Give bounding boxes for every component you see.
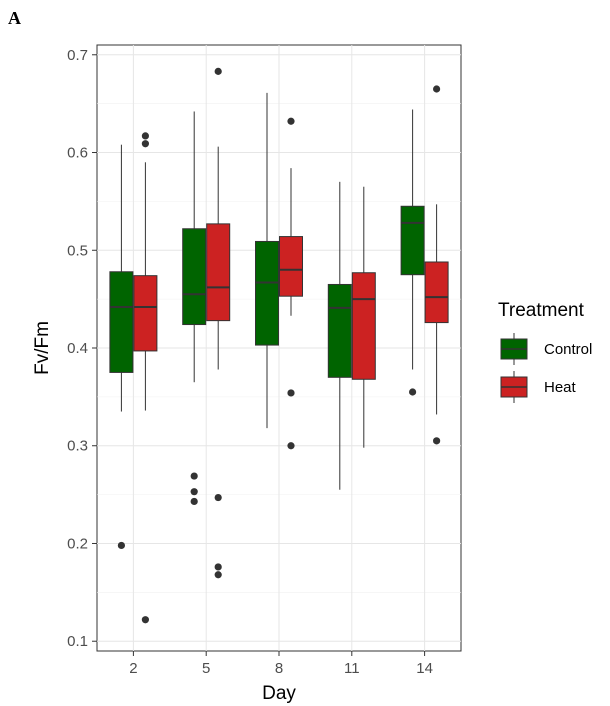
y-tick-label: 0.7 [67, 47, 88, 64]
legend-label: Heat [544, 379, 577, 396]
box-body [424, 261, 449, 324]
box-heat-day-2 [133, 132, 158, 624]
outlier-point [409, 388, 417, 396]
box-control-day-2 [109, 144, 134, 550]
y-tick-label: 0.3 [67, 438, 88, 455]
x-axis-title: Day [262, 683, 296, 704]
y-axis: 0.1 0.2 0.3 0.4 0.5 0.6 0.7 [67, 47, 97, 650]
legend-item-control: Control [500, 333, 592, 365]
outlier-point [190, 472, 198, 480]
box-control-day-11 [327, 181, 352, 490]
outlier-point [190, 488, 198, 496]
outlier-point [214, 571, 222, 579]
grid-lines [97, 45, 461, 651]
y-tick-label: 0.2 [67, 535, 88, 552]
outlier-point [190, 497, 198, 506]
outlier-point [141, 616, 149, 624]
x-axis: 2 5 8 11 14 [129, 651, 433, 677]
outlier-point [287, 117, 295, 125]
box-body [400, 205, 425, 276]
outlier-point [433, 85, 441, 93]
x-tick-label: 8 [275, 660, 283, 677]
y-axis-title: Fv/Fm [32, 321, 53, 375]
box-body [133, 275, 158, 352]
outlier-point [141, 132, 149, 140]
outlier-point [141, 140, 149, 148]
box-body [255, 240, 279, 346]
y-tick-label: 0.4 [67, 340, 88, 357]
box-control-day-8 [255, 92, 279, 429]
box-body [206, 223, 231, 322]
legend-label: Control [544, 341, 592, 358]
box-body [279, 236, 303, 297]
box-body [182, 228, 207, 326]
outlier-point [214, 563, 222, 571]
box-control-day-5 [182, 111, 207, 506]
x-tick-label: 2 [129, 660, 137, 677]
x-tick-label: 11 [344, 660, 360, 677]
box-body [351, 272, 376, 380]
boxes-layer [109, 67, 449, 624]
legend-item-heat: Heat [500, 371, 577, 403]
outlier-point [287, 389, 295, 397]
y-tick-label: 0.5 [67, 242, 88, 259]
outlier-point [214, 67, 222, 75]
legend-title: Treatment [498, 300, 585, 321]
y-tick-label: 0.1 [67, 633, 88, 650]
box-heat-day-5 [206, 67, 231, 579]
outlier-point [287, 442, 295, 450]
box-body [327, 283, 352, 378]
x-tick-label: 14 [416, 660, 433, 677]
box-control-day-14 [400, 109, 425, 396]
outlier-point [214, 493, 222, 502]
box-heat-day-14 [424, 85, 449, 445]
x-tick-label: 5 [202, 660, 210, 677]
box-heat-day-8 [279, 117, 303, 450]
outlier-point [433, 437, 441, 445]
box-body [109, 271, 134, 373]
box-heat-day-11 [351, 186, 376, 448]
panel-label: A [8, 8, 21, 28]
outlier-point [117, 541, 125, 550]
y-tick-label: 0.6 [67, 145, 88, 162]
legend: Treatment Control Heat [498, 300, 592, 403]
